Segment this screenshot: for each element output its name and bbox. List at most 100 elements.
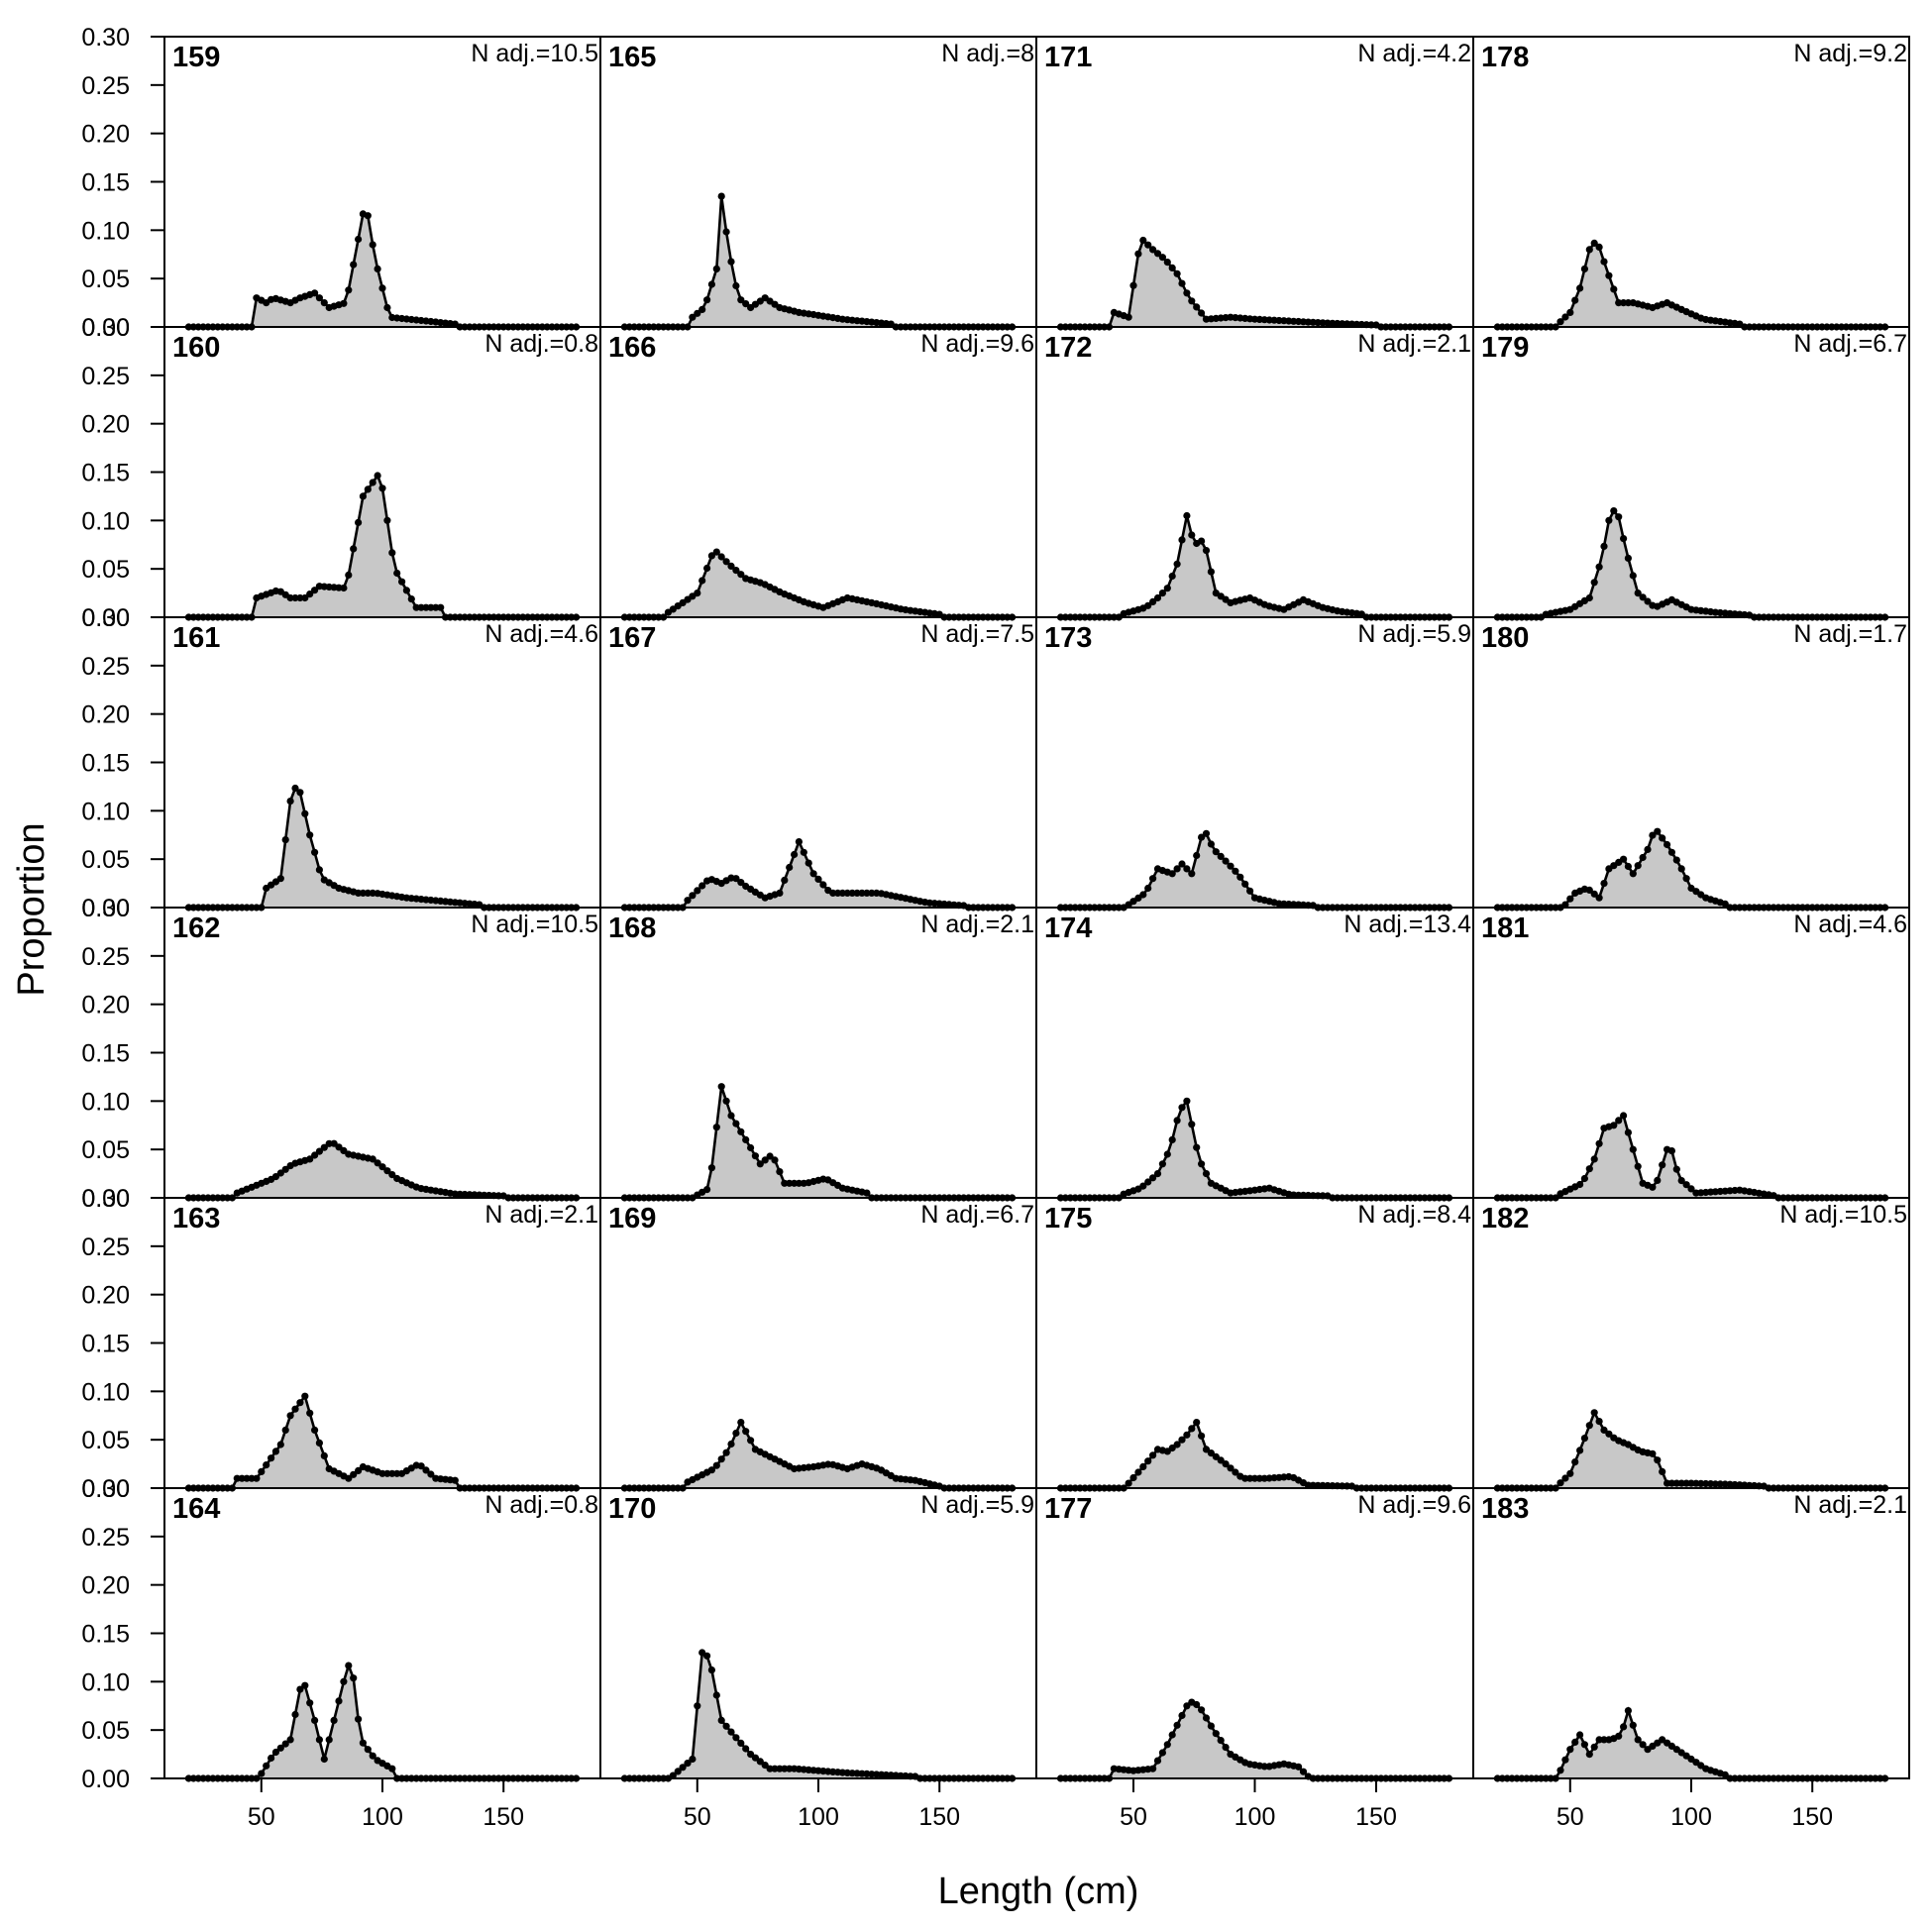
data-point — [1615, 513, 1623, 521]
data-point — [1134, 1468, 1142, 1476]
x-tick-label: 150 — [1355, 1803, 1397, 1831]
area-fill-162 — [188, 1143, 577, 1198]
y-tick-label: 0.25 — [81, 1234, 130, 1261]
area-fill-169 — [624, 1422, 1013, 1488]
data-point — [315, 1147, 323, 1155]
panel-frame-166 — [599, 326, 1037, 618]
x-tick-label: 50 — [248, 1803, 275, 1831]
panel-173: 173 N adj.=5.9 — [1035, 616, 1474, 912]
y-tick-label: 0.00 — [81, 314, 130, 342]
data-point — [1644, 845, 1652, 854]
x-tick-label: 50 — [1556, 1803, 1584, 1831]
panel-frame-169 — [599, 1197, 1037, 1489]
y-tick-label: 0.25 — [81, 653, 130, 681]
data-point — [364, 212, 372, 220]
data-point — [717, 1716, 725, 1724]
data-point — [1672, 1165, 1680, 1173]
data-point — [771, 1156, 779, 1164]
data-point — [1677, 1177, 1685, 1185]
data-point — [306, 590, 314, 598]
data-point — [1585, 1422, 1593, 1430]
data-point — [756, 1160, 764, 1168]
data-point — [1595, 894, 1603, 902]
data-point — [1576, 1731, 1584, 1739]
x-tick-label: 100 — [798, 1803, 839, 1831]
panel-frame-183 — [1472, 1487, 1910, 1779]
data-point — [1629, 1721, 1637, 1729]
data-point — [286, 1736, 294, 1744]
panel-number: 175 — [1044, 1203, 1092, 1234]
data-point — [378, 1163, 386, 1171]
data-point — [1168, 1135, 1176, 1143]
data-point — [1188, 1425, 1196, 1433]
data-point — [345, 571, 353, 580]
x-tick-label: 150 — [483, 1803, 524, 1831]
data-point — [359, 492, 367, 500]
data-point — [1629, 1145, 1637, 1153]
data-point — [1687, 1185, 1695, 1193]
n-adj-label: N adj.=8.4 — [1357, 1201, 1471, 1229]
panel-number: 164 — [172, 1493, 220, 1525]
panel-number: 170 — [608, 1493, 656, 1525]
y-tick-label: 0.20 — [81, 1572, 130, 1600]
data-point — [1217, 1737, 1225, 1745]
area-fill-183 — [1497, 1710, 1885, 1778]
data-point — [311, 1426, 319, 1434]
data-point — [707, 552, 716, 560]
panel-number: 173 — [1044, 622, 1092, 654]
data-point — [722, 228, 730, 236]
y-tick-label: 0.25 — [81, 1524, 130, 1552]
data-point — [311, 587, 319, 594]
data-point — [1654, 1456, 1662, 1464]
data-point — [355, 518, 363, 527]
y-tick-label: 0.25 — [81, 363, 130, 390]
series-line-174 — [1060, 1098, 1449, 1200]
data-point — [383, 1167, 391, 1175]
panel-frame-171 — [1035, 36, 1474, 328]
panel-177: 177 N adj.=9.6 — [1035, 1487, 1474, 1782]
data-point — [1246, 887, 1254, 895]
data-point — [814, 875, 822, 884]
panel-number: 169 — [608, 1203, 656, 1234]
data-point — [1163, 585, 1171, 592]
y-tick-label: 0.10 — [81, 798, 130, 825]
data-point — [427, 1470, 435, 1478]
data-point — [727, 258, 735, 266]
data-point — [369, 1155, 376, 1163]
data-point — [1178, 279, 1186, 287]
series-line-161 — [188, 786, 577, 910]
data-point — [1149, 246, 1157, 254]
area-fill-171 — [1060, 240, 1449, 327]
data-point — [669, 1771, 677, 1779]
panel-163: 163 N adj.=2.1 — [163, 1197, 601, 1492]
x-tick-label: 100 — [1234, 1803, 1276, 1831]
data-point — [1649, 1449, 1657, 1457]
data-point — [1672, 856, 1680, 864]
data-point — [437, 603, 445, 611]
data-point — [393, 569, 401, 578]
data-point — [1624, 862, 1632, 871]
data-point — [263, 1762, 270, 1770]
data-point — [1571, 296, 1579, 304]
data-point — [1664, 840, 1671, 849]
data-point — [320, 1755, 328, 1764]
data-point — [364, 485, 372, 493]
data-point — [1227, 862, 1234, 870]
data-point — [350, 545, 358, 553]
data-point — [1571, 1458, 1579, 1466]
data-point — [1153, 1757, 1162, 1765]
data-point — [1149, 1765, 1157, 1772]
y-tick-label: 0.00 — [81, 895, 130, 922]
y-axis-title: Proportion — [11, 822, 53, 996]
y-tick-label: 0.20 — [81, 1282, 130, 1310]
data-point — [722, 1449, 730, 1456]
data-point — [1202, 829, 1211, 837]
data-point — [737, 1127, 745, 1135]
data-point — [398, 578, 406, 586]
data-point — [737, 296, 745, 304]
data-point — [694, 590, 701, 597]
panel-181: 181 N adj.=4.6 — [1472, 907, 1910, 1202]
data-point — [417, 1462, 425, 1470]
n-adj-label: N adj.=9.6 — [920, 330, 1034, 358]
data-point — [1639, 853, 1647, 862]
